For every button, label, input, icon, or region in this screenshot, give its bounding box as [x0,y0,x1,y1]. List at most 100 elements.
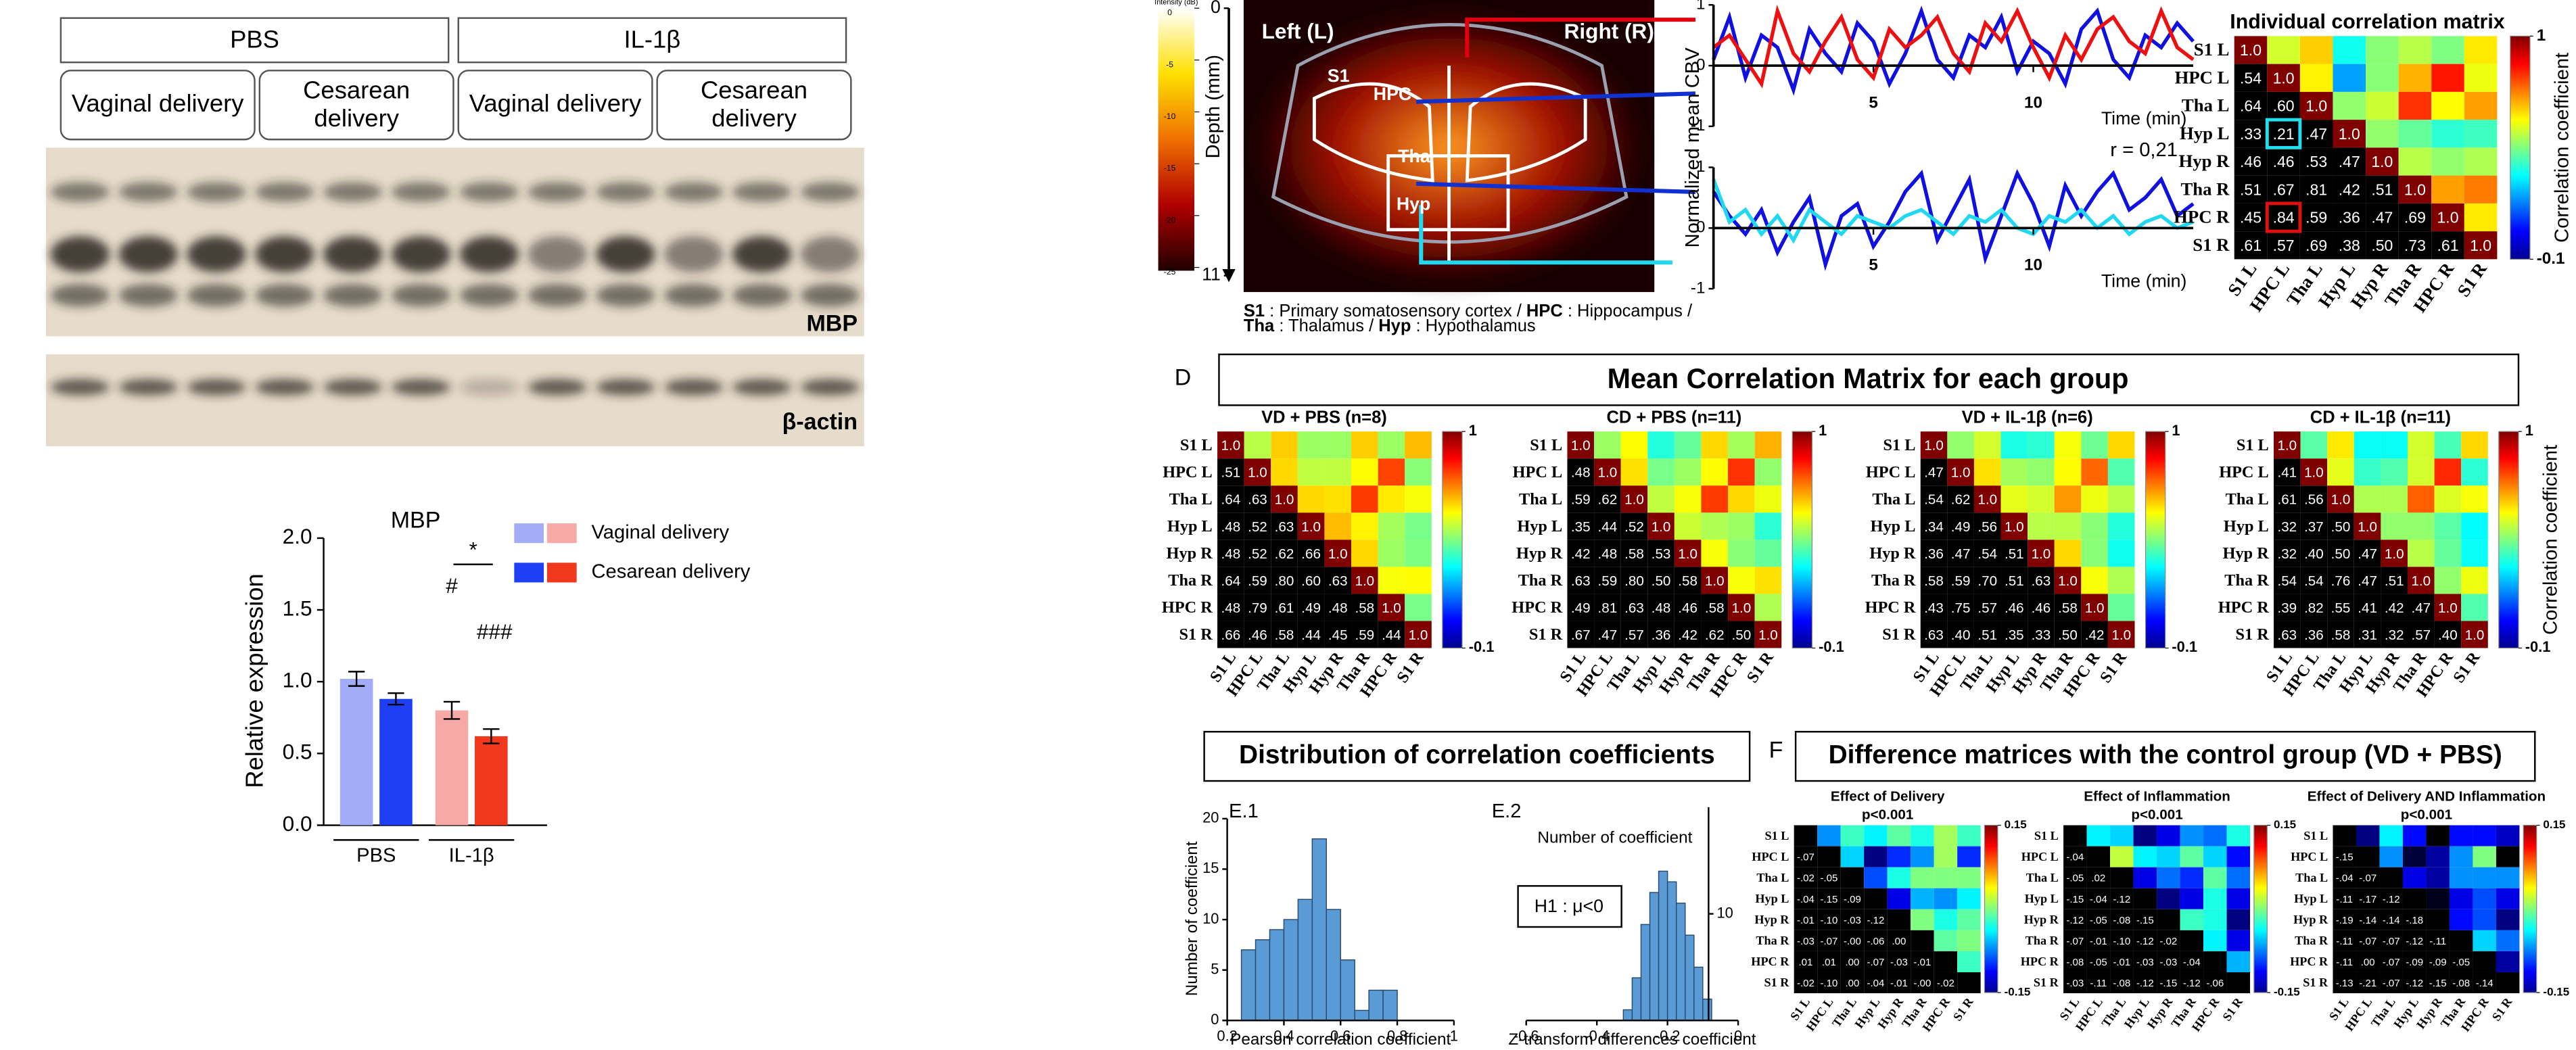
caption: Tha : Thalamus / Hyp : Hypothalamus [1244,316,1536,335]
matrix-cell [1920,485,1948,513]
matrix-cell-upper [1324,512,1352,540]
matrix-cell-upper [2473,909,2496,930]
cell-label: .36 [1924,546,1944,562]
cell-label: 1.0 [1624,492,1644,508]
depth-tick-label: 0 [1211,0,1221,17]
matrix-cell [2180,972,2204,994]
matrix-cell [2356,888,2380,909]
cell-label: .53 [1652,546,1671,562]
matrix-cell [1271,594,1298,621]
matrix-cell-upper [1911,909,1934,930]
hist-label: E.1 [1229,801,1259,822]
matrix-cell-upper [1324,485,1352,513]
matrix-cell-upper [1754,512,1782,540]
matrix-cell-upper [2434,485,2462,513]
matrix-cell-upper [1405,485,1432,513]
cell-label: 1.0 [2305,97,2327,115]
matrix-cell [2110,930,2134,951]
matrix-subtitle: p<0.001 [1862,807,1913,822]
cell-label: 1.0 [2240,41,2262,59]
matrix-cell [1217,458,1244,486]
matrix-cell [2063,909,2087,930]
y-tick-label: 0 [1696,218,1706,237]
cell-label: .48 [1221,600,1240,616]
matrix-cell [2434,621,2462,648]
matrix-cell [2327,621,2354,648]
title-box [1794,731,2536,782]
matrix-cell-upper [2496,846,2520,867]
subgroup-box [258,70,454,141]
cell-label: -.11 [2336,957,2353,968]
cell-label: -.12 [2406,978,2423,989]
matrix-cell [1244,485,1271,513]
matrix-cell [2299,91,2333,120]
matrix-cell-upper [2180,846,2204,867]
matrix-cell [1647,512,1675,540]
matrix-cell [2028,567,2055,594]
caption-part: HPC [1526,302,1563,320]
matrix-cell-upper [1297,458,1325,486]
matrix-cell-upper [1378,512,1405,540]
matrix-cell-upper [2300,431,2328,459]
matrix-cell [2327,512,2354,540]
x-tick-label: PBS [356,844,396,866]
row-label: Hyp L [1167,517,1213,535]
matrix-cell [2408,621,2435,648]
cell-label: 1.0 [1924,438,1944,454]
cell-label: .61 [2277,492,2297,508]
y-tick-label: 0.5 [283,740,312,764]
matrix-cell [1947,458,1974,486]
matrix-cell-upper [2496,867,2520,888]
subgroup-label: Cesarean delivery [303,76,411,133]
legend-swatch [546,523,577,544]
colorbar-tick-label: -0.15 [2543,986,2569,999]
matrix-title: Effect of Delivery [1831,789,1945,805]
matrix-cell-upper [2496,909,2520,930]
matrix-cell-upper [2133,825,2157,846]
cell-label: 1.0 [1355,573,1374,589]
matrix-cell [2054,594,2082,621]
row-label: Hyp L [1755,892,1789,905]
error-bar [348,671,365,687]
cell-label: 1.0 [2005,519,2024,535]
blot-band [118,379,178,396]
colorbar [2498,431,2519,649]
cell-label: .62 [1275,546,1294,562]
blot-band [50,283,110,307]
x-tick-label: 0.2 [1217,1027,1237,1044]
matrix-cell-upper [1911,888,1934,909]
y-tick-label: 0 [1696,55,1706,74]
cell-label: .47 [1951,546,1971,562]
cell-label: .58 [2331,627,2351,643]
matrix-cell [1594,485,1621,513]
matrix-cell [1920,458,1948,486]
matrix-cell [2300,621,2328,648]
cell-label: -.13 [2336,978,2353,989]
cell-label: .50 [2331,519,2351,535]
annotation: # [446,573,458,598]
colorbar-tick-label: -20 [1164,215,1176,224]
cell-label: -.05 [1820,873,1837,884]
matrix-cell [1817,951,1841,972]
matrix-cell [1297,512,1325,540]
matrix-cell-upper [2408,431,2435,459]
cell-label: .43 [1924,600,1944,616]
matrix-cell [1817,888,1841,909]
cell-label: .46 [2240,153,2262,170]
cell-label: .59 [1598,573,1618,589]
cell-label: .47 [2358,573,2377,589]
cell-label: -.12 [2136,936,2154,947]
matrix-cell-upper [1378,540,1405,567]
cell-label: 1.0 [1731,600,1751,616]
matrix-cell [1701,567,1729,594]
matrix-cell-upper [1957,888,1981,909]
cell-label: .02 [2091,873,2105,884]
caption-part: : Hippocampus / [1563,302,1693,320]
matrix-cell-upper [1324,431,1352,459]
matrix-cell-upper [2356,825,2380,846]
matrix-cell [2000,594,2028,621]
matrix-cell [2379,951,2403,972]
cell-label: 1.0 [1221,438,1240,454]
matrix-cell-upper [2107,512,2135,540]
row-label: Hyp R [2293,913,2328,926]
